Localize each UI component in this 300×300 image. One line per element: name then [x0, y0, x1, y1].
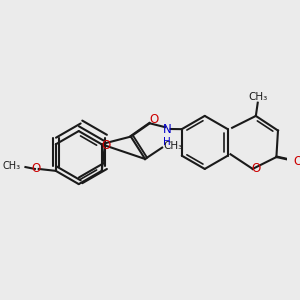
Text: O: O: [31, 161, 40, 175]
Text: O: O: [149, 113, 158, 126]
Text: O: O: [294, 155, 300, 168]
Text: CH₃: CH₃: [163, 141, 182, 151]
Text: N: N: [163, 124, 171, 136]
Text: CH₃: CH₃: [3, 161, 21, 171]
Text: O: O: [251, 162, 260, 176]
Text: H: H: [163, 136, 171, 147]
Text: O: O: [101, 139, 111, 152]
Text: CH₃: CH₃: [248, 92, 267, 102]
